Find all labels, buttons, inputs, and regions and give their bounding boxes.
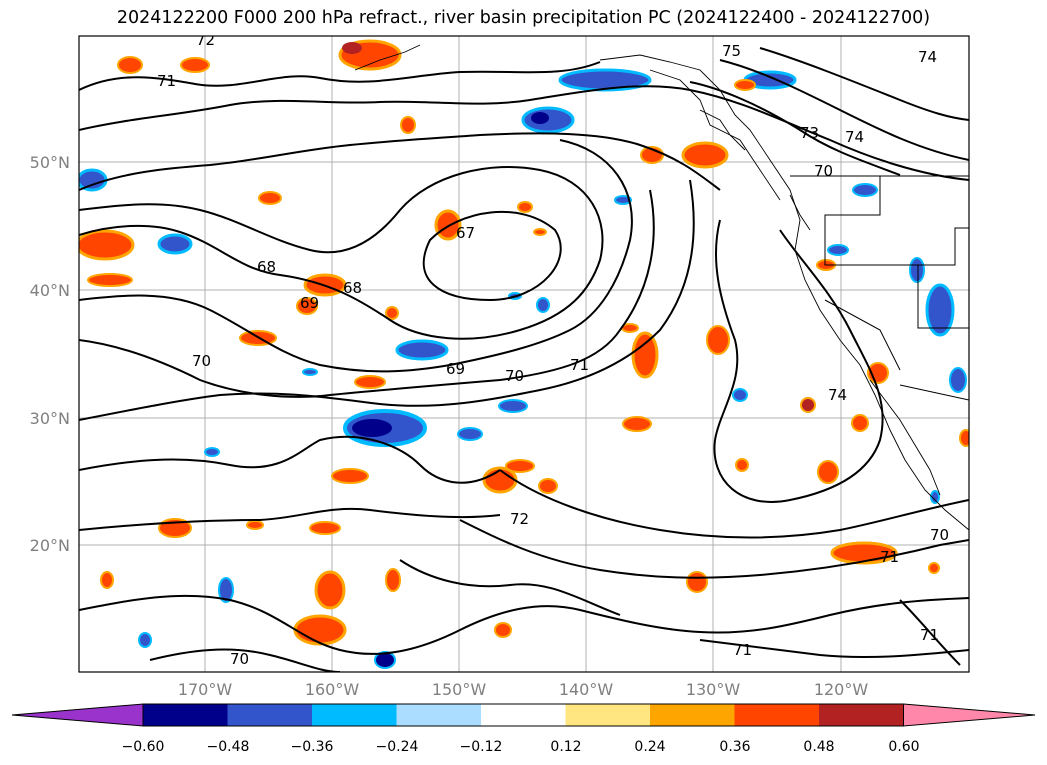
colorbar-bin (312, 704, 397, 726)
colorbar-bin (734, 704, 820, 726)
colorbar-bin (227, 704, 313, 726)
contour-labels: 72 71 75 74 73 74 70 67 68 68 69 70 69 7… (157, 31, 949, 668)
precip-negative-areas (79, 68, 967, 669)
boundaries (790, 175, 969, 401)
contour-label: 74 (918, 48, 937, 66)
contour-label: 71 (570, 356, 589, 374)
contour-label: 71 (157, 72, 176, 90)
contour-label: 75 (722, 42, 741, 60)
colorbar-bin (396, 704, 482, 726)
contour-label: 73 (800, 124, 819, 142)
colorbar-bin (143, 704, 228, 726)
lon-label: 170°W (178, 680, 233, 699)
map-panel: 72 71 75 74 73 74 70 67 68 68 69 70 69 7… (78, 31, 970, 673)
colorbar-bin (650, 704, 735, 726)
contour-label: 74 (828, 386, 847, 404)
colorbar-tick: 0.36 (719, 739, 750, 755)
contour-label: 69 (300, 294, 319, 312)
colorbar (11, 703, 1036, 727)
contour-label: 72 (510, 510, 529, 528)
colorbar-extend-high (903, 703, 1036, 727)
refractivity-contours (79, 47, 969, 672)
contour-label: 70 (930, 526, 949, 544)
colorbar-tick: −0.12 (460, 739, 503, 755)
colorbar-tick: 0.24 (634, 739, 665, 755)
colorbar-bin (481, 704, 566, 726)
map-title: 2024122200 F000 200 hPa refract., river … (116, 8, 931, 28)
graticule (79, 36, 969, 672)
contour-label: 72 (196, 31, 215, 49)
colorbar-tick: −0.24 (376, 739, 419, 755)
colorbar-tick: 0.60 (888, 739, 919, 755)
colorbar-tick: −0.48 (207, 739, 250, 755)
contour-label: 71 (920, 626, 939, 644)
lat-label: 50°N (30, 153, 70, 172)
lon-label: 160°W (305, 680, 360, 699)
colorbar-tick: −0.36 (291, 739, 334, 755)
colorbar-tick: −0.60 (122, 739, 165, 755)
lon-label: 140°W (559, 680, 614, 699)
precip-positive-areas (79, 39, 969, 646)
contour-label: 70 (505, 367, 524, 385)
contour-label: 71 (880, 548, 899, 566)
contour-label: 68 (343, 279, 362, 297)
colorbar-extend-low (11, 703, 144, 727)
lat-label: 40°N (30, 281, 70, 300)
contour-label: 70 (192, 352, 211, 370)
contour-label: 70 (230, 650, 249, 668)
colorbar-tick: 0.12 (550, 739, 581, 755)
lat-label: 20°N (30, 536, 70, 555)
contour-label: 67 (456, 224, 475, 242)
lat-label: 30°N (30, 409, 70, 428)
contour-label: 68 (257, 258, 276, 276)
colorbar-tick: 0.48 (803, 739, 834, 755)
colorbar-bin (565, 704, 651, 726)
latitude-labels: 50°N 40°N 30°N 20°N (30, 153, 70, 555)
contour-label: 69 (446, 360, 465, 378)
lon-label: 130°W (686, 680, 741, 699)
longitude-labels: 170°W 160°W 150°W 140°W 130°W 120°W (178, 680, 869, 699)
contour-label: 71 (733, 641, 752, 659)
contour-label: 74 (845, 128, 864, 146)
lon-label: 150°W (432, 680, 487, 699)
colorbar-ticks: −0.60 −0.48 −0.36 −0.24 −0.12 0.12 0.24 … (122, 739, 920, 755)
colorbar-frame (142, 703, 904, 727)
contour-label: 70 (814, 162, 833, 180)
map-frame (78, 35, 970, 673)
lon-label: 120°W (814, 680, 869, 699)
colorbar-bin (819, 704, 904, 726)
